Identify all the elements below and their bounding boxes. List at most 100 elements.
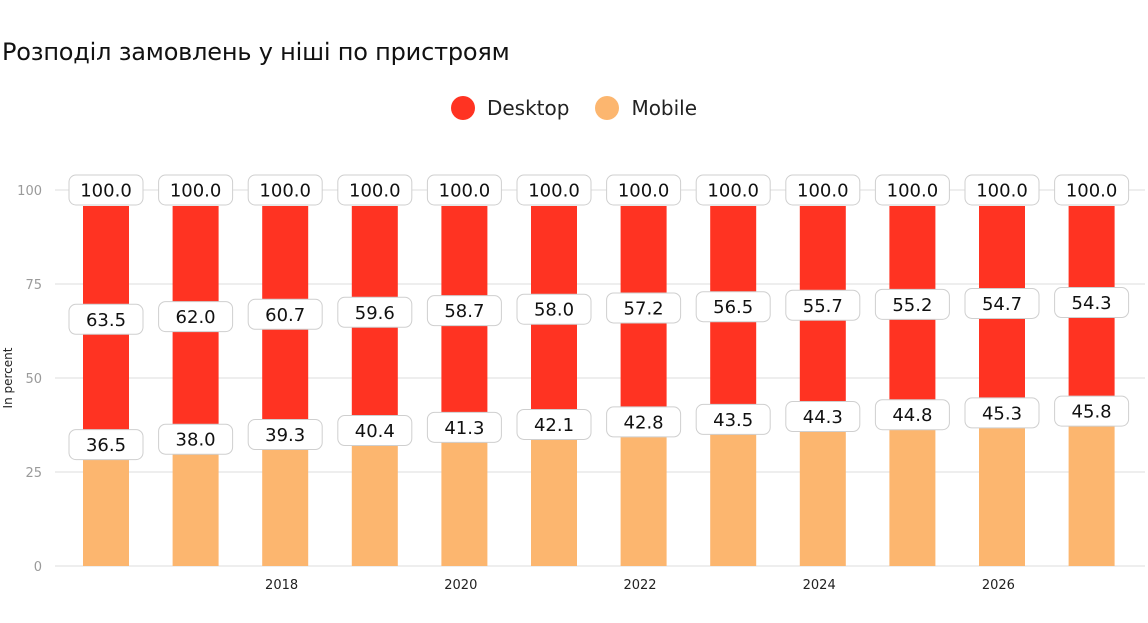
data-label-mobile-2026: 44.8 — [874, 399, 950, 431]
data-label-mobile-2017-text: 36.5 — [86, 435, 126, 456]
legend-item-desktop[interactable]: Desktop — [450, 96, 570, 120]
data-label-desktop-2026-text: 55.2 — [892, 295, 932, 316]
data-label-mobile-2021-text: 41.3 — [444, 418, 484, 439]
data-label-total-2025-text: 100.0 — [797, 181, 849, 202]
bar-mobile-2028 — [1068, 401, 1115, 566]
data-label-mobile-2022: 42.1 — [516, 408, 592, 440]
data-label-total-2026: 100.0 — [874, 174, 950, 206]
x-tick-label-2020: 2020 — [444, 578, 477, 593]
data-label-desktop-2018-box — [158, 301, 234, 333]
data-label-desktop-2024-box — [695, 291, 771, 323]
data-label-desktop-2025-box — [785, 289, 861, 321]
legend: Desktop Mobile — [0, 96, 1148, 120]
data-label-mobile-2019-box — [247, 419, 323, 451]
data-label-mobile-2021-box — [426, 411, 502, 443]
data-label-total-2019: 100.0 — [247, 174, 323, 206]
data-label-desktop-2028-text: 54.3 — [1072, 293, 1112, 314]
data-label-mobile-2019: 39.3 — [247, 419, 323, 451]
data-label-mobile-2025: 44.3 — [785, 401, 861, 433]
data-label-mobile-2020-text: 40.4 — [355, 421, 395, 442]
x-tick-label-2022: 2022 — [623, 578, 656, 593]
data-label-desktop-2017-box — [68, 303, 144, 335]
data-label-desktop-2018: 62.0 — [158, 301, 234, 333]
data-label-desktop-2023: 57.2 — [606, 292, 682, 324]
data-label-mobile-2019-text: 39.3 — [265, 425, 305, 446]
data-label-mobile-2026-box — [874, 399, 950, 431]
bar-mobile-2027 — [979, 402, 1025, 566]
data-label-mobile-2027: 45.3 — [964, 397, 1040, 429]
data-label-total-2027-box — [964, 174, 1040, 206]
data-label-desktop-2023-box — [606, 292, 682, 324]
legend-label-desktop: Desktop — [486, 96, 570, 120]
data-label-desktop-2025: 55.7 — [785, 289, 861, 321]
data-label-desktop-2022: 58.0 — [516, 293, 592, 325]
data-label-total-2028-text: 100.0 — [1066, 181, 1118, 202]
data-label-mobile-2028-text: 45.8 — [1072, 402, 1112, 423]
data-label-total-2018: 100.0 — [158, 174, 234, 206]
data-label-total-2022: 100.0 — [516, 174, 592, 206]
data-label-desktop-2022-box — [516, 293, 592, 325]
data-label-total-2027-text: 100.0 — [976, 181, 1028, 202]
data-label-desktop-2021-box — [426, 295, 502, 327]
data-label-mobile-2028: 45.8 — [1054, 395, 1130, 427]
legend-item-mobile[interactable]: Mobile — [595, 96, 697, 120]
data-label-desktop-2025-text: 55.7 — [803, 296, 843, 317]
y-tick-label-100: 100 — [17, 184, 42, 199]
x-tick-label-2018: 2018 — [265, 578, 298, 593]
data-label-desktop-2017: 63.5 — [68, 303, 144, 335]
data-label-total-2020: 100.0 — [337, 174, 413, 206]
data-label-desktop-2026-box — [874, 288, 950, 320]
data-label-total-2028-box — [1054, 174, 1130, 206]
data-label-desktop-2027-text: 54.7 — [982, 294, 1022, 315]
data-label-total-2028: 100.0 — [1054, 174, 1130, 206]
data-label-mobile-2017: 36.5 — [68, 429, 144, 461]
data-label-mobile-2017-box — [68, 429, 144, 461]
data-label-total-2025-box — [785, 174, 861, 206]
data-label-desktop-2021: 58.7 — [426, 295, 502, 327]
bar-mobile-2024 — [710, 409, 757, 566]
data-label-desktop-2018-text: 62.0 — [176, 307, 216, 328]
data-label-total-2019-text: 100.0 — [259, 181, 311, 202]
data-label-total-2020-text: 100.0 — [349, 181, 401, 202]
data-label-mobile-2024-box — [695, 403, 771, 435]
data-label-mobile-2025-box — [785, 401, 861, 433]
data-label-mobile-2018: 38.0 — [158, 423, 234, 455]
data-label-desktop-2017-text: 63.5 — [86, 310, 126, 331]
data-label-total-2018-text: 100.0 — [170, 181, 222, 202]
data-label-mobile-2028-box — [1054, 395, 1130, 427]
data-label-total-2018-box — [158, 174, 234, 206]
legend-label-mobile: Mobile — [631, 96, 698, 120]
data-label-total-2022-text: 100.0 — [528, 181, 580, 202]
data-label-total-2020-box — [337, 174, 413, 206]
x-tick-label-2026: 2026 — [982, 578, 1015, 593]
data-label-total-2024-text: 100.0 — [707, 181, 759, 202]
data-label-mobile-2020: 40.4 — [337, 415, 413, 447]
data-label-total-2022-box — [516, 174, 592, 206]
data-label-total-2023: 100.0 — [606, 174, 682, 206]
data-label-total-2024-box — [695, 174, 771, 206]
data-label-total-2017: 100.0 — [68, 174, 144, 206]
data-label-mobile-2027-text: 45.3 — [982, 403, 1022, 424]
bar-mobile-2025 — [799, 406, 846, 566]
data-label-desktop-2020-box — [337, 296, 413, 328]
data-label-total-2021-text: 100.0 — [439, 181, 491, 202]
data-label-total-2017-text: 100.0 — [80, 181, 132, 202]
data-label-desktop-2027: 54.7 — [964, 287, 1040, 319]
data-label-desktop-2024: 56.5 — [695, 291, 771, 323]
data-label-desktop-2023-text: 57.2 — [624, 298, 664, 319]
data-label-mobile-2023-text: 42.8 — [624, 412, 664, 433]
data-label-mobile-2020-box — [337, 415, 413, 447]
data-label-desktop-2019-text: 60.7 — [265, 305, 305, 326]
data-label-desktop-2019: 60.7 — [247, 298, 323, 330]
data-label-desktop-2027-box — [964, 287, 1040, 319]
data-label-mobile-2023-box — [606, 406, 682, 438]
data-label-mobile-2027-box — [964, 397, 1040, 429]
data-label-desktop-2028-box — [1054, 287, 1130, 319]
data-label-desktop-2022-text: 58.0 — [534, 300, 574, 321]
data-label-total-2025: 100.0 — [785, 174, 861, 206]
data-label-desktop-2020-text: 59.6 — [355, 303, 395, 324]
data-label-mobile-2024: 43.5 — [695, 403, 771, 435]
data-label-mobile-2022-box — [516, 408, 592, 440]
data-label-total-2026-text: 100.0 — [887, 181, 939, 202]
